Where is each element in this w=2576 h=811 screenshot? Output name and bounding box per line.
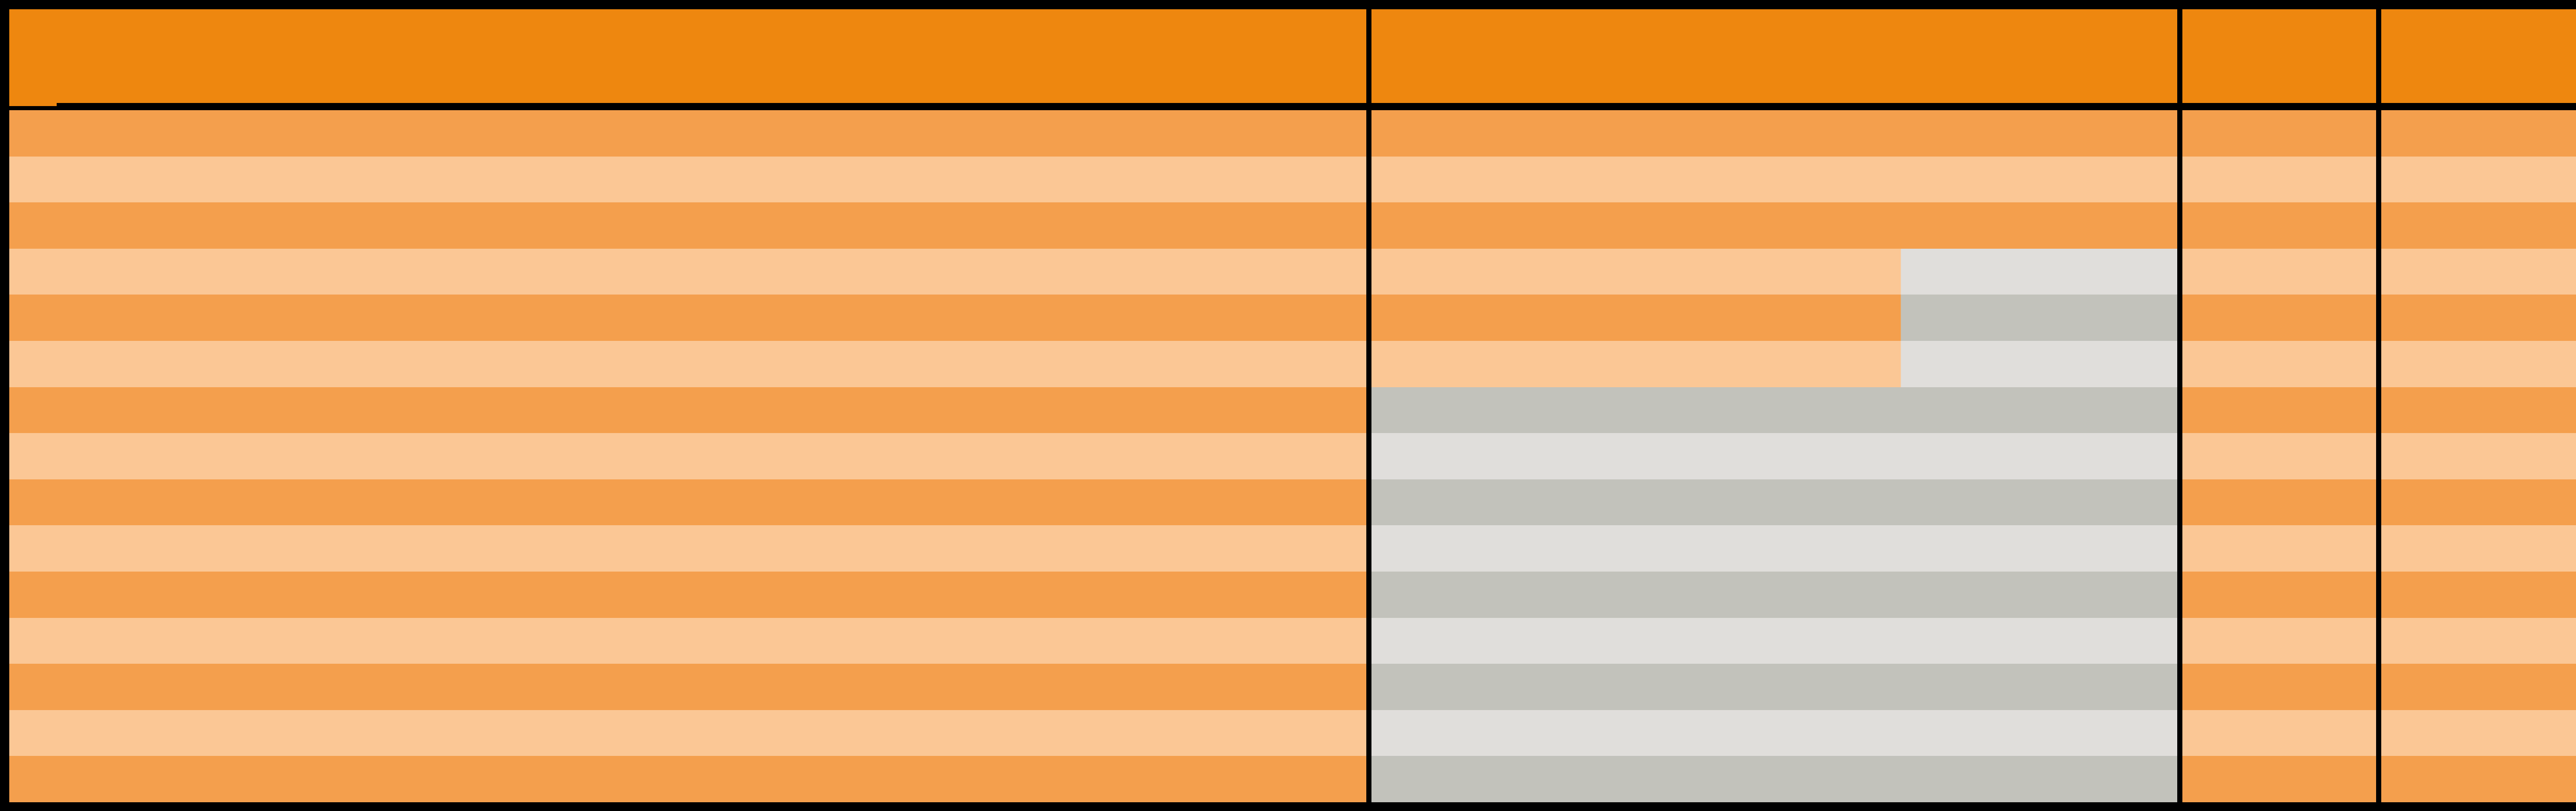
cell xyxy=(1371,710,2177,756)
cell xyxy=(1371,664,2177,710)
cell xyxy=(2381,525,2576,572)
cell xyxy=(2182,571,2376,618)
cell xyxy=(9,617,1366,664)
cell xyxy=(2182,202,2376,249)
cell xyxy=(2381,156,2576,203)
cell xyxy=(9,295,1366,341)
cell xyxy=(9,664,1366,710)
cell xyxy=(1371,433,2177,479)
cell xyxy=(9,479,1366,526)
cell xyxy=(2381,617,2576,664)
cell xyxy=(2381,340,2576,387)
header-cell-1 xyxy=(9,9,1366,103)
cell xyxy=(2381,664,2576,710)
cell xyxy=(9,110,1366,157)
cell xyxy=(9,756,1366,802)
header-cell-2 xyxy=(1371,9,2177,103)
table-row xyxy=(9,756,2576,802)
cell xyxy=(2182,340,2376,387)
table-row xyxy=(9,571,2576,618)
cell xyxy=(2381,110,2576,157)
cell xyxy=(9,571,1366,618)
cell xyxy=(9,156,1366,203)
cell xyxy=(9,525,1366,572)
cell xyxy=(2381,433,2576,479)
cell xyxy=(9,248,1366,295)
table-row xyxy=(9,156,2576,203)
cell xyxy=(2381,387,2576,434)
cell xyxy=(1371,617,2177,664)
table-row xyxy=(9,248,2576,295)
cell xyxy=(2182,664,2376,710)
cell xyxy=(2381,571,2576,618)
cell xyxy=(2182,295,2376,341)
header-cell-3 xyxy=(2182,9,2376,103)
cell xyxy=(2182,710,2376,756)
table-row xyxy=(9,387,2576,434)
cell xyxy=(2182,617,2376,664)
cell xyxy=(1371,525,2177,572)
header-row xyxy=(9,9,2576,103)
cell xyxy=(1371,295,2177,341)
cell xyxy=(9,710,1366,756)
cell xyxy=(1371,387,2177,434)
cell xyxy=(2182,110,2376,157)
cell xyxy=(2182,433,2376,479)
striped-table xyxy=(9,9,2576,802)
header-underline-notch xyxy=(9,103,57,106)
cell xyxy=(2381,248,2576,295)
cell xyxy=(2381,479,2576,526)
cell xyxy=(2381,710,2576,756)
header-cell-4 xyxy=(2381,9,2576,103)
cell xyxy=(2182,156,2376,203)
cell xyxy=(2381,756,2576,802)
cell xyxy=(9,202,1366,249)
cell xyxy=(1371,248,2177,295)
cell xyxy=(2182,387,2376,434)
cell xyxy=(1371,479,2177,526)
cell xyxy=(1371,340,2177,387)
table-body xyxy=(9,110,2576,802)
table-row xyxy=(9,433,2576,479)
cell xyxy=(2182,525,2376,572)
table-row xyxy=(9,340,2576,387)
cell xyxy=(9,433,1366,479)
cell xyxy=(1371,571,2177,618)
table-row xyxy=(9,664,2576,710)
cell xyxy=(1371,756,2177,802)
cell xyxy=(1371,156,2177,203)
cell xyxy=(2182,248,2376,295)
table-row xyxy=(9,202,2576,249)
table-row xyxy=(9,617,2576,664)
table-row xyxy=(9,710,2576,756)
table-row xyxy=(9,110,2576,157)
table-row xyxy=(9,479,2576,526)
table-row xyxy=(9,295,2576,341)
cell xyxy=(2381,202,2576,249)
cell xyxy=(1371,110,2177,157)
cell xyxy=(9,340,1366,387)
header-underline xyxy=(9,103,2576,110)
cell xyxy=(1371,202,2177,249)
cell xyxy=(2182,479,2376,526)
cell xyxy=(2182,756,2376,802)
cell xyxy=(2381,295,2576,341)
table-row xyxy=(9,525,2576,572)
cell xyxy=(9,387,1366,434)
